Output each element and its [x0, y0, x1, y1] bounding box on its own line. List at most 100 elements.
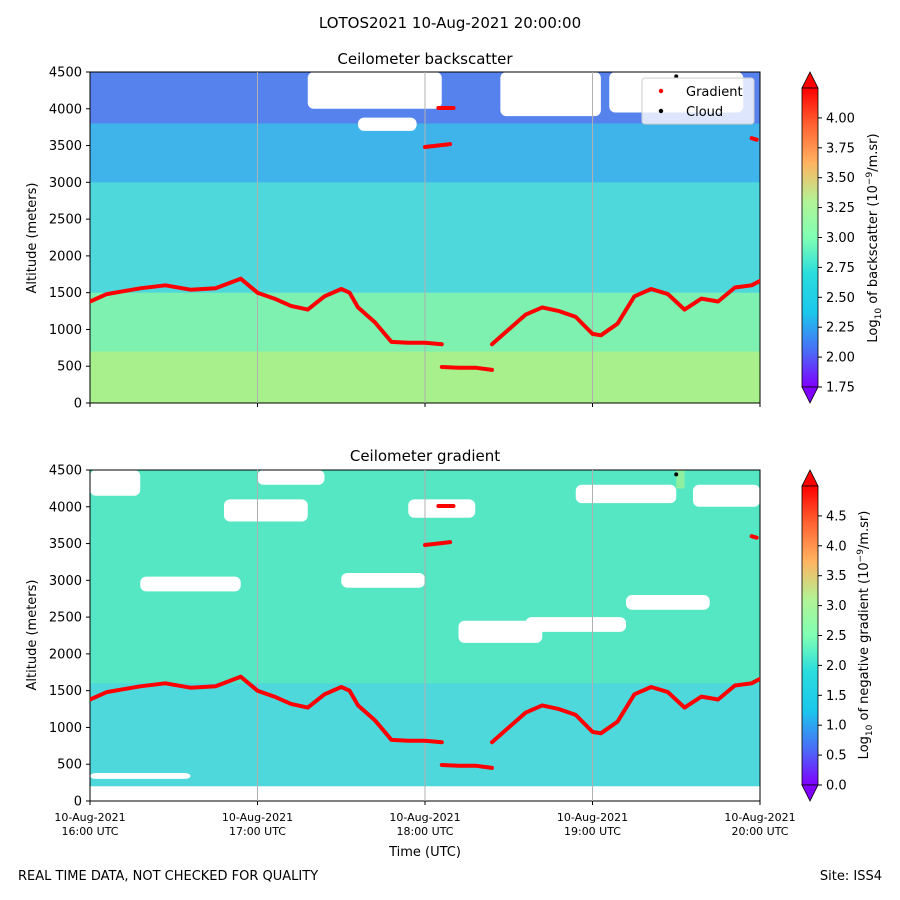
- gradient-colorbar-label: Log10 of negative gradient (10−9/m.sr): [856, 511, 875, 760]
- colorbar-tick-label: 3.0: [826, 599, 847, 614]
- colorbar-tick-label: 3.00: [826, 231, 855, 246]
- colorbar-bar: [801, 485, 819, 786]
- no-signal-region: [257, 470, 325, 485]
- backscatter-gradient-markers: [90, 74, 760, 372]
- cloud-marker: [674, 74, 679, 79]
- y-tick-label: 500: [57, 360, 82, 375]
- no-signal-region: [500, 72, 601, 117]
- colorbar-tick-label: 1.0: [826, 719, 847, 734]
- x-tick-date: 10-Aug-2021: [389, 811, 460, 824]
- gradient-y-label: Altitude (meters): [25, 580, 40, 691]
- backscatter-panel: 0 500 1000 1500 2000 2500 3000 3500 4000 4500 Cei…: [25, 50, 884, 412]
- colorbar-tick-label: 2.0: [826, 659, 847, 674]
- x-tick-date: 10-Aug-2021: [222, 811, 293, 824]
- no-signal-region: [358, 117, 417, 131]
- y-tick-label: 1000: [49, 323, 82, 338]
- gradient-title: Ceilometer gradient: [350, 447, 500, 465]
- backscatter-title: Ceilometer backscatter: [337, 50, 513, 68]
- legend-cloud-label: Cloud: [686, 105, 723, 120]
- figure-suptitle: LOTOS2021 10-Aug-2021 20:00:00: [318, 14, 582, 32]
- y-tick-label: 4000: [49, 102, 82, 117]
- colorbar-tick-label: 0.0: [826, 779, 847, 794]
- gradient-series-gradient_low: [439, 365, 494, 372]
- legend-gradient-label: Gradient: [686, 85, 743, 100]
- colorbar-tick-label: 3.5: [826, 569, 847, 584]
- colorbar-ticks: 0.0 0.5 1.0 1.5 2.0 2.5 3.0 3.5 4.0 4.5: [818, 509, 847, 794]
- colorbar-extend-bottom: [801, 386, 819, 404]
- y-tick-label: 1500: [49, 684, 82, 699]
- colorbar-tick-label: 4.0: [826, 539, 847, 554]
- colorbar-tick-label: 2.50: [826, 291, 855, 306]
- backscatter-y-ticks: 0 500 1000 1500 2000 2500 3000 3500 4000 4500: [49, 66, 90, 412]
- no-signal-region: [140, 576, 241, 592]
- legend-gradient-marker: [658, 88, 664, 94]
- y-tick-label: 4000: [49, 500, 82, 515]
- colorbar-tick-label: 2.5: [826, 629, 847, 644]
- quality-disclaimer: REAL TIME DATA, NOT CHECKED FOR QUALITY: [18, 869, 319, 884]
- x-tick-time: 19:00 UTC: [564, 825, 621, 838]
- y-tick-label: 2500: [49, 611, 82, 626]
- colorbar-extend-top: [801, 469, 819, 487]
- gradient-series-gradient_main: [90, 276, 444, 347]
- y-tick-label: 1000: [49, 721, 82, 736]
- colorbar-tick-label: 4.00: [826, 111, 855, 126]
- backscatter-y-label: Altitude (meters): [25, 183, 40, 294]
- colorbar-tick-label: 1.5: [826, 689, 847, 704]
- colorbar-tick-label: 2.25: [826, 321, 855, 336]
- gradient-panel: 0 500 1000 1500 2000 2500 3000 3500 4000 4500 10-…: [25, 447, 875, 860]
- backscatter-colorbar: 1.75 2.00 2.25 2.50 2.75 3.00 3.25 3.50 3.75 4.00…: [801, 71, 884, 404]
- colorbar-tick-label: 0.5: [826, 749, 847, 764]
- no-signal-region: [575, 484, 677, 504]
- no-signal-region: [90, 773, 191, 779]
- x-tick-time: 17:00 UTC: [229, 825, 286, 838]
- colorbar-bar: [801, 87, 819, 388]
- backscatter-colorbar-label: Log10 of backscatter (10−9/m.sr): [865, 133, 884, 342]
- x-tick-time: 16:00 UTC: [61, 825, 118, 838]
- y-tick-label: 500: [57, 758, 82, 773]
- y-tick-label: 0: [74, 397, 82, 412]
- colorbar-tick-label: 4.5: [826, 509, 847, 524]
- cloud-marker: [674, 472, 679, 477]
- y-tick-label: 0: [74, 795, 82, 810]
- gradient-series-gradient_right: [749, 136, 759, 142]
- no-signal-region: [626, 595, 710, 610]
- backscatter-legend: Gradient Cloud: [641, 77, 755, 125]
- y-tick-label: 3000: [49, 176, 82, 191]
- gradient-colorbar: 0.0 0.5 1.0 1.5 2.0 2.5 3.0 3.5 4.0 4.5 Log10 of …: [801, 469, 875, 802]
- gradient-grid: [257, 470, 593, 801]
- y-tick-label: 1500: [49, 286, 82, 301]
- y-tick-label: 4500: [49, 464, 82, 479]
- backscatter-grid: [257, 72, 593, 403]
- y-tick-label: 3500: [49, 537, 82, 552]
- y-tick-label: 3000: [49, 574, 82, 589]
- x-tick-date: 10-Aug-2021: [54, 811, 125, 824]
- gradient-x-label: Time (UTC): [388, 845, 461, 860]
- y-tick-label: 3500: [49, 139, 82, 154]
- gradient-series-gradient_low: [439, 763, 494, 770]
- colorbar-tick-label: 2.75: [826, 261, 855, 276]
- x-tick-time: 18:00 UTC: [396, 825, 453, 838]
- gradient-y-ticks: 0 500 1000 1500 2000 2500 3000 3500 4000 4500: [49, 464, 90, 810]
- gradient-gradient-markers: [90, 472, 760, 770]
- y-tick-label: 2500: [49, 213, 82, 228]
- colorbar-extend-top: [801, 71, 819, 89]
- gradient-series-gradient_right: [749, 534, 759, 540]
- no-signal-region: [90, 470, 141, 496]
- colorbar-tick-label: 2.00: [826, 351, 855, 366]
- colorbar-tick-label: 1.75: [826, 381, 855, 396]
- y-tick-label: 2000: [49, 647, 82, 662]
- no-signal-region: [341, 572, 425, 588]
- gradient-series-gradient_after: [490, 278, 760, 347]
- no-signal-region: [693, 484, 760, 507]
- gradient-series-gradient_high: [423, 142, 453, 149]
- legend-cloud-marker: [658, 108, 664, 114]
- gradient-series-gradient_after: [490, 676, 760, 745]
- colorbar-tick-label: 3.50: [826, 171, 855, 186]
- no-signal-region: [307, 72, 442, 109]
- gradient-series-gradient_main: [90, 674, 444, 745]
- colorbar-ticks: 1.75 2.00 2.25 2.50 2.75 3.00 3.25 3.50 3.75 4.00: [818, 111, 855, 396]
- no-signal-region: [224, 499, 308, 522]
- no-signal-region: [458, 620, 543, 643]
